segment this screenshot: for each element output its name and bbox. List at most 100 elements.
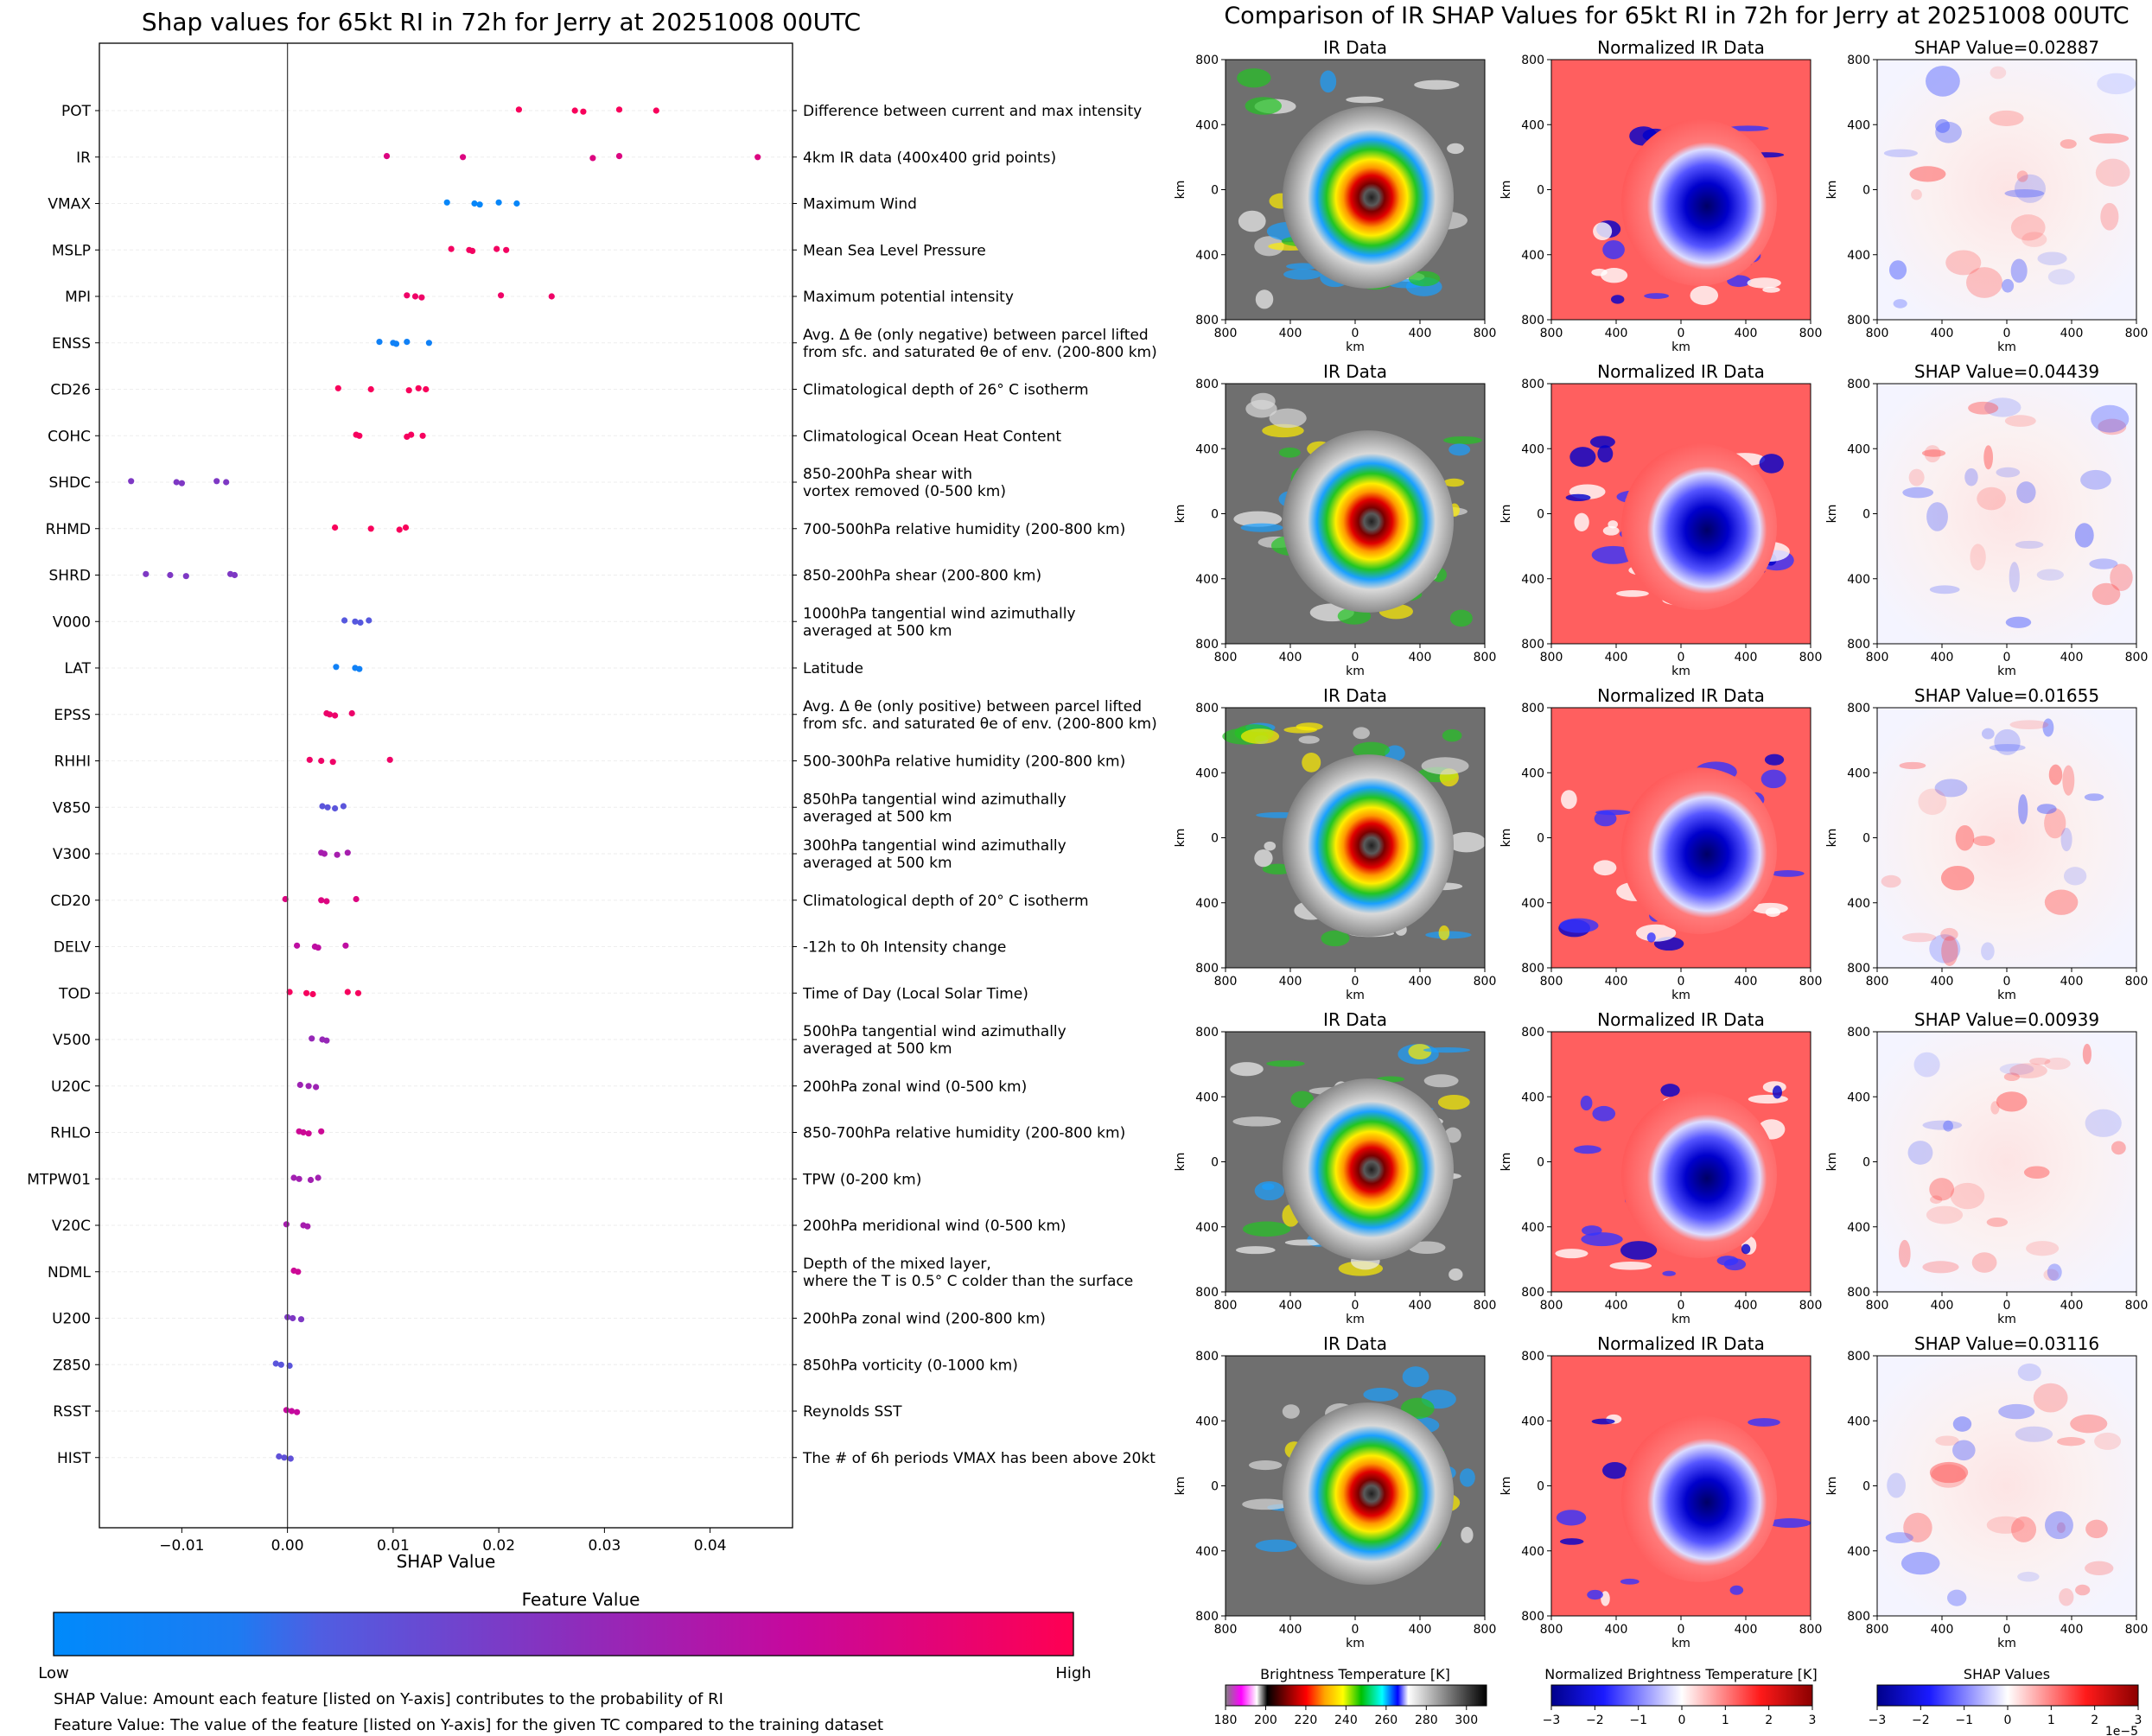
y-tick-label: 800 [1195,378,1219,391]
y-tick-label: 800 [1847,1350,1870,1364]
feature-label: LAT [64,660,91,677]
shap-point [423,385,430,393]
shap-patch [2110,563,2133,591]
ir-comparison-figure: Comparison of IR SHAP Values for 65kt RI… [1174,3,2148,1736]
shap-point [288,1408,296,1415]
x-tick-label: 400 [2060,1623,2084,1637]
x-tick-label: 0 [2003,651,2011,665]
colorbar-tick-label: 1 [1722,1714,1729,1727]
y-tick-label: 400 [1847,1415,1870,1428]
x-axis-label: km [1671,1637,1690,1650]
cloud-band [1320,70,1337,93]
feature-label: IR [76,149,91,167]
shap-patch [1946,1589,1967,1606]
y-tick-label: 0 [1862,508,1870,522]
shap-point [469,247,476,254]
y-tick-label: 400 [1195,442,1219,456]
y-tick-label: 400 [1847,249,1870,263]
shap-patch [1952,1440,1976,1461]
shap-patch [2042,718,2054,737]
x-tick-label: 800 [2125,1623,2149,1637]
shap-patch [2029,1058,2051,1065]
y-tick-label: 800 [1847,638,1870,652]
shap-patch [1943,1120,1953,1132]
shap-patch [2070,1414,2108,1434]
panel-title: IR Data [1323,1009,1387,1030]
shap-patch [1986,1516,2025,1534]
shap-point [295,1269,302,1275]
panel-title: IR Data [1323,361,1387,382]
cloud-band [1248,1460,1283,1471]
feature-label: V850 [53,799,91,817]
shap-patch [2085,1561,2114,1576]
shap-point [342,942,349,949]
colorbar-shap-label: SHAP Values [1964,1666,2050,1682]
shap-patch [1924,445,1941,463]
shap-image-bg [1877,1356,2136,1616]
shap-patch [2011,1517,2037,1542]
shap-point [305,1130,312,1137]
y-tick-label: 800 [1195,1610,1219,1624]
footnote-shap-value: SHAP Value: Amount each feature [listed … [54,1690,723,1708]
cloud-band [1443,436,1482,445]
cloud-band [1565,493,1591,502]
feature-description: 850-200hPa shear with [803,466,972,483]
shap-patch [1929,585,1960,595]
x-axis-label: km [1346,340,1365,354]
feature-description: 1000hPa tangential wind azimuthally [803,605,1076,622]
cloud-band [1594,811,1617,827]
y-axis-label: km [1825,505,1839,524]
shap-patch [1990,66,2007,79]
x-tick-label: 800 [1214,1299,1238,1313]
shap-patch [2095,158,2130,187]
feature-description: vortex removed (0-500 km) [803,483,1006,500]
x-tick-label: 400 [1409,1299,1432,1313]
colorbar-high-label: High [1055,1664,1091,1682]
y-tick-label: 800 [1521,638,1544,652]
shap-point [354,989,362,996]
shap-point [283,1407,290,1414]
feature-label: NDML [48,1264,91,1281]
x-tick-label: 400 [1605,975,1628,989]
shap-patch [2089,558,2118,569]
colorbar-tick-label: 180 [1214,1714,1238,1727]
feature-value-colorbar [53,1612,1074,1657]
x-tick-label: 0 [1678,1623,1685,1637]
x-axis-label: km [1346,1313,1365,1326]
shap-point [580,108,587,115]
cloud-band [1644,293,1670,299]
shap-patch [1934,779,1968,798]
feature-description: from sfc. and saturated θe of env. (200-… [803,344,1157,361]
x-tick-label: 800 [1799,651,1823,665]
shap-point [405,387,412,394]
shap-point [315,944,322,951]
x-axis-label: km [1997,665,2016,678]
cloud-band [1461,1526,1474,1543]
y-tick-label: 800 [1195,314,1219,327]
cloud-band [1591,545,1635,564]
shap-point [352,618,359,625]
shap-patch [2080,469,2111,490]
shap-patch [1968,401,1999,415]
cloud-band [1363,1387,1399,1402]
feature-description: Mean Sea Level Pressure [803,242,986,259]
shap-patch [1955,825,1975,851]
cloud-band [1729,1585,1744,1595]
shap-point [332,524,339,531]
x-axis-label: km [1997,1637,2016,1650]
shap-point [287,1455,294,1462]
cloud-band [1459,1468,1475,1487]
shap-patch [2036,804,2057,814]
shap-point [303,989,310,996]
colorbar-tick-label: −3 [1543,1714,1561,1727]
shap-point [356,665,363,672]
cloud-band [1723,1258,1747,1271]
storm-core [1283,106,1454,289]
shap-patch [2018,794,2028,824]
x-axis-label: km [1997,1313,2016,1326]
cloud-band [1559,1538,1584,1545]
panel-title: Normalized IR Data [1597,1009,1765,1030]
cloud-band [1346,96,1384,104]
panel-title: IR Data [1323,37,1387,58]
feature-description: 850hPa vorticity (0-1000 km) [803,1357,1018,1374]
